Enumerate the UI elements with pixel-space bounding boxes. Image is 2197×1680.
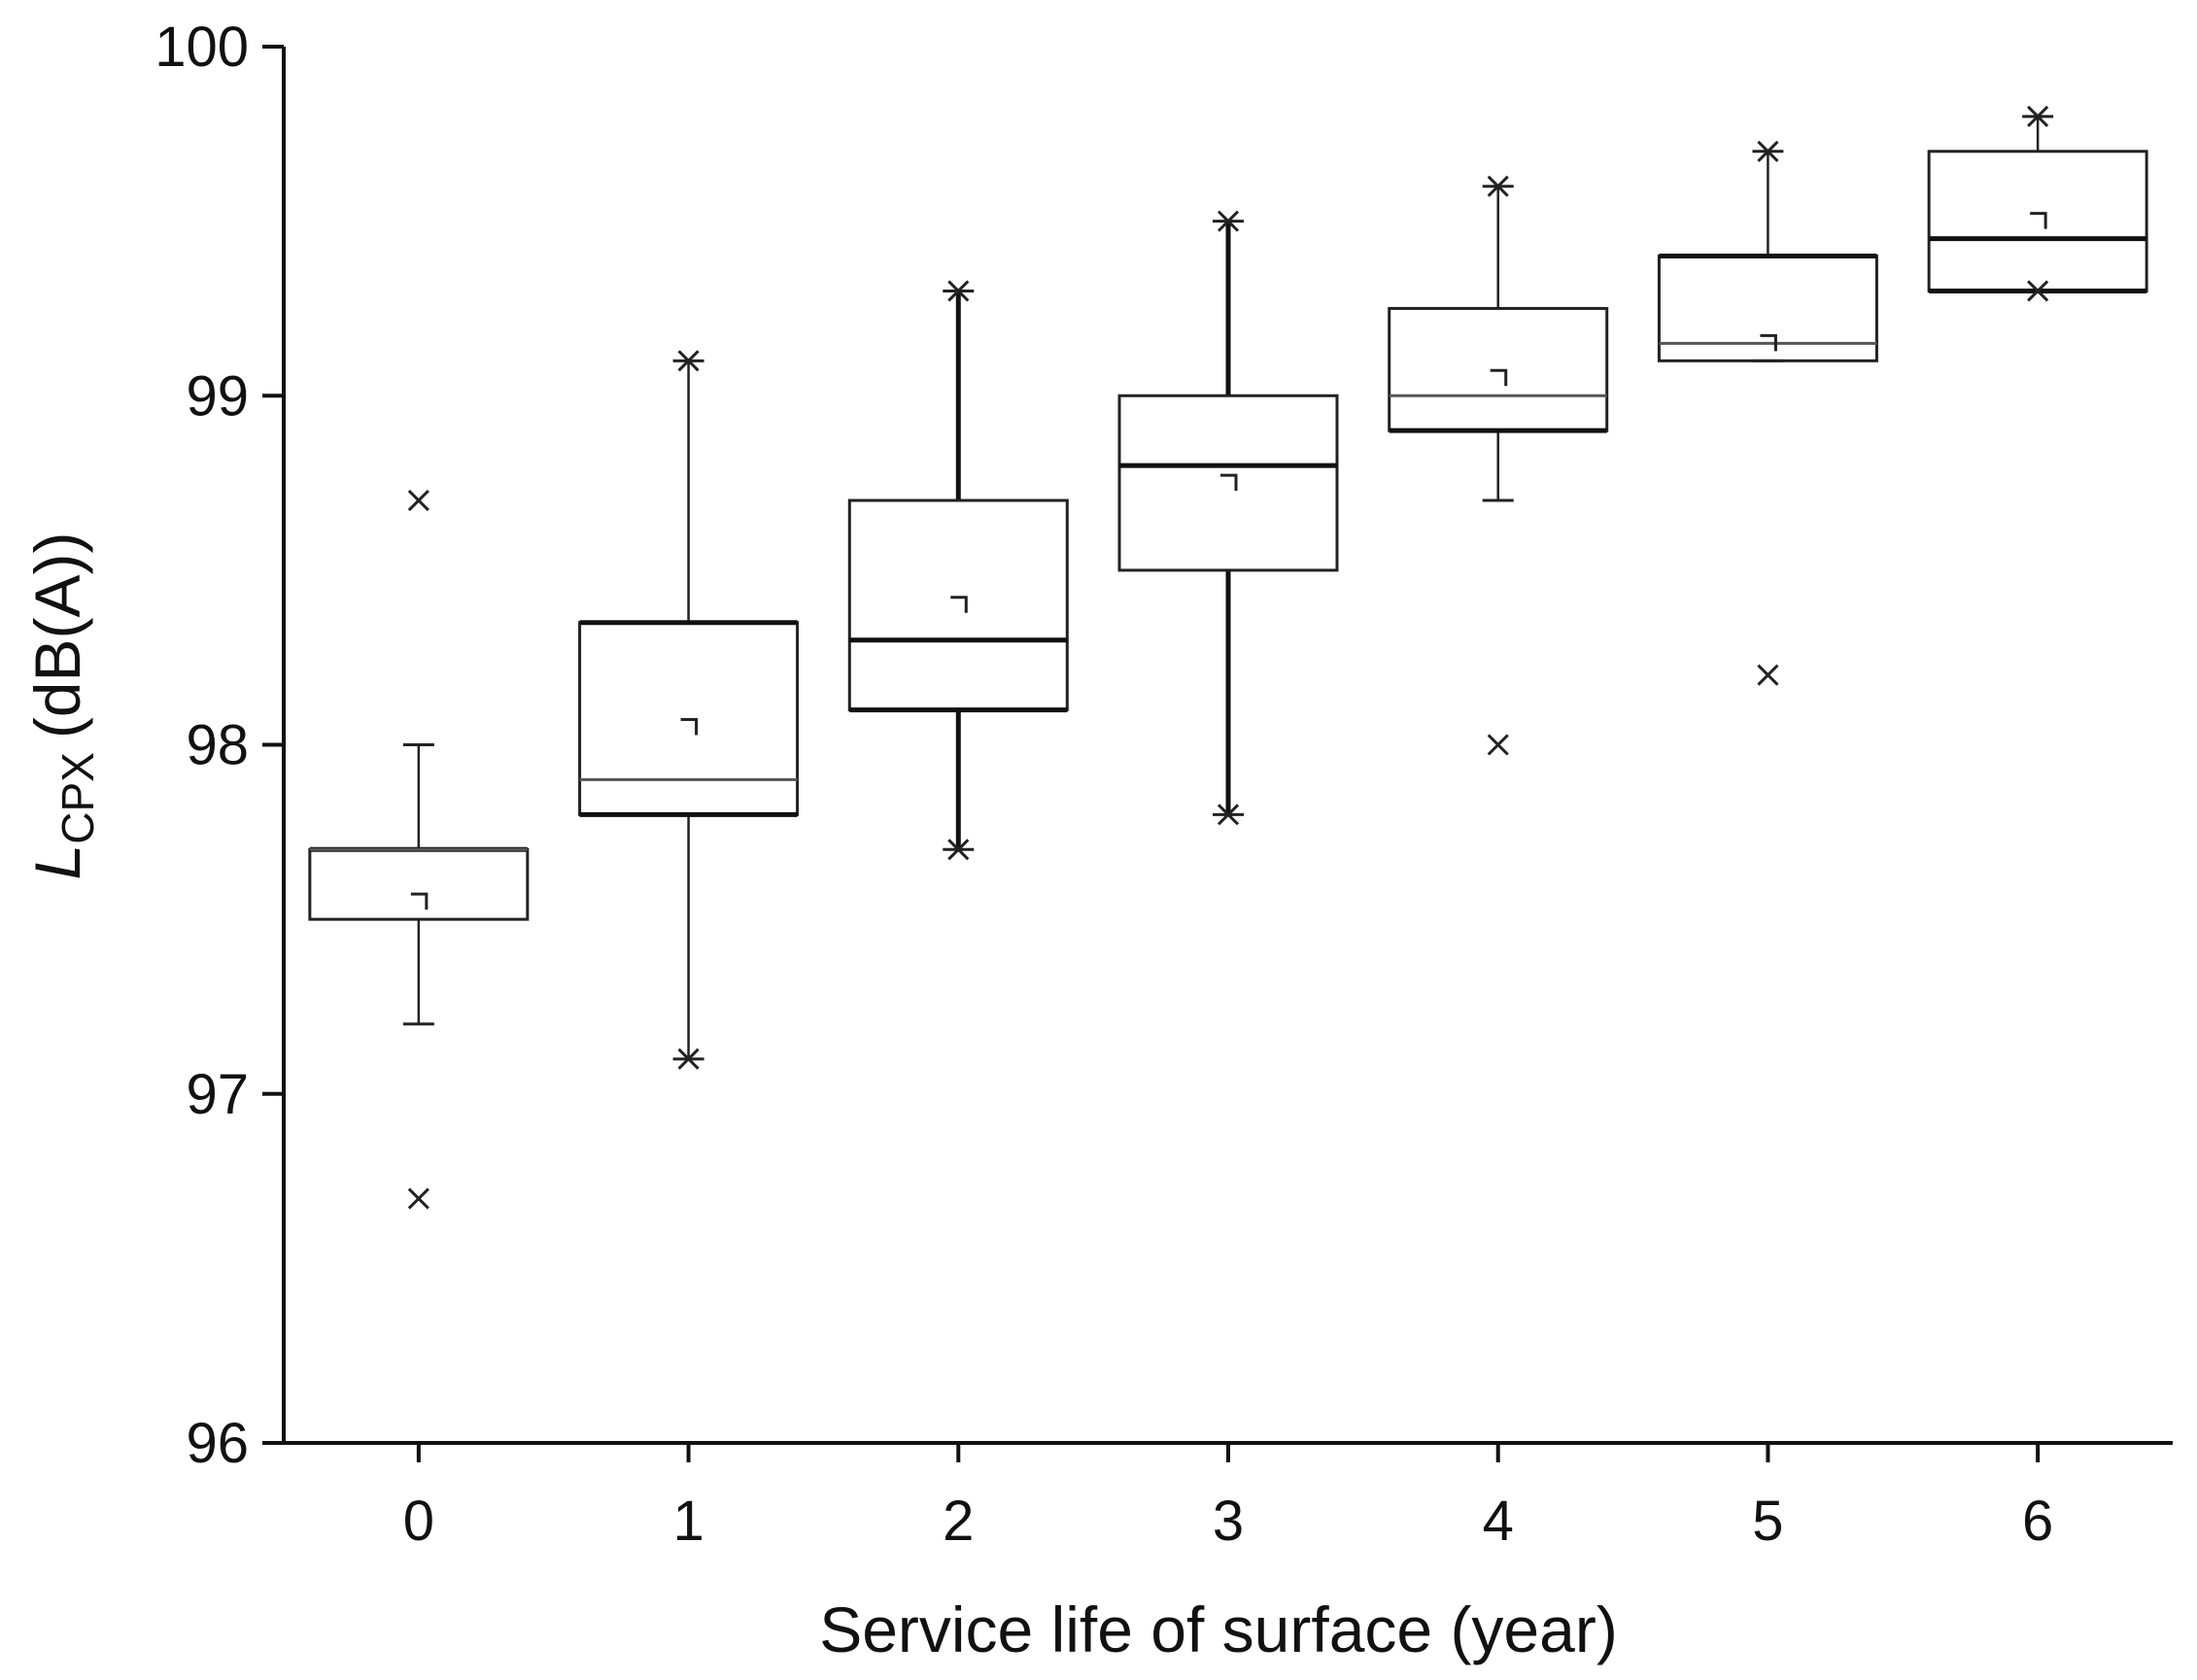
box-group-5	[1657, 140, 1878, 686]
box-group-2	[847, 280, 1069, 861]
min-marker	[1217, 804, 1240, 826]
box-group-1	[578, 350, 800, 1070]
x-axis-title: Service life of surface (year)	[819, 1594, 1618, 1665]
min-marker-stroke-b	[947, 839, 970, 861]
x-tick-label: 5	[1752, 1490, 1783, 1553]
y-axis-title-subscript: CPX	[52, 752, 103, 844]
max-marker-stroke-b	[947, 280, 970, 302]
min-marker	[947, 839, 970, 861]
y-tick-label: 98	[186, 714, 249, 777]
iqr-box	[308, 847, 530, 921]
y-tick-label: 100	[154, 16, 249, 79]
y-tick-label: 96	[186, 1412, 249, 1475]
min-marker	[1757, 664, 1779, 686]
max-marker	[1487, 175, 1509, 197]
min-marker-stroke-b	[407, 1187, 429, 1210]
box-group-3	[1117, 210, 1339, 826]
box-group-4	[1388, 175, 1609, 756]
x-tick-label: 4	[1483, 1490, 1514, 1553]
max-marker	[2027, 105, 2049, 127]
mean-marker	[1490, 368, 1508, 387]
plot-area	[308, 105, 2148, 1210]
mean-marker	[1760, 333, 1777, 352]
box-group-0	[308, 489, 530, 1210]
mean-marker	[1220, 473, 1238, 492]
iqr-box	[847, 498, 1069, 712]
iqr-box	[1657, 255, 1878, 362]
x-tick-label: 3	[1213, 1490, 1244, 1553]
min-marker-stroke-b	[1217, 804, 1240, 826]
iqr-box	[1117, 394, 1339, 572]
min-marker-stroke-b	[677, 1047, 700, 1070]
y-axis-title-unit: (dB(A))	[21, 532, 93, 739]
y-axis-title-main: L	[21, 844, 93, 880]
min-marker	[677, 1047, 700, 1070]
min-marker-stroke-b	[1487, 734, 1509, 756]
x-tick-label: 2	[943, 1490, 974, 1553]
max-marker-stroke-b	[407, 489, 429, 512]
min-marker-stroke-b	[2027, 280, 2049, 302]
mean-marker	[2030, 212, 2047, 229]
y-tick-label: 97	[186, 1063, 249, 1126]
mean-marker	[680, 718, 699, 736]
max-marker	[677, 350, 700, 372]
max-marker-stroke-b	[1487, 175, 1509, 197]
min-marker-stroke-b	[1757, 664, 1779, 686]
min-marker	[407, 1187, 429, 1210]
max-marker	[1757, 140, 1779, 162]
max-marker-stroke-b	[1217, 210, 1240, 232]
max-marker	[1217, 210, 1240, 232]
min-marker	[2027, 280, 2049, 302]
max-marker-stroke-b	[1757, 140, 1779, 162]
max-marker	[407, 489, 429, 512]
max-marker	[947, 280, 970, 302]
mean-marker	[950, 596, 968, 613]
min-marker	[1487, 734, 1509, 756]
x-axis-ticks: 0 1 2 3 4 5 6	[403, 1443, 2053, 1553]
x-tick-label: 0	[403, 1490, 434, 1553]
y-tick-label: 99	[186, 364, 249, 428]
x-tick-label: 6	[2022, 1490, 2053, 1553]
iqr-box	[1927, 150, 2148, 292]
box-group-6	[1927, 105, 2148, 302]
y-axis-title: LCPX (dB(A))	[21, 532, 103, 880]
max-marker-stroke-b	[2027, 105, 2049, 127]
max-marker-stroke-b	[677, 350, 700, 372]
x-tick-label: 1	[672, 1490, 704, 1553]
y-axis-ticks: 96 97 98 99 100	[154, 16, 284, 1475]
mean-marker	[410, 892, 429, 910]
